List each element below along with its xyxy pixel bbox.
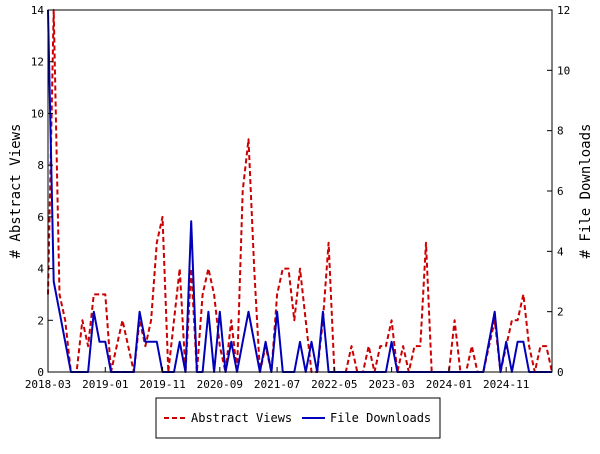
y-right-tick-label: 12 <box>557 4 570 17</box>
y-right-tick-label: 2 <box>557 306 564 319</box>
y-right-tick-label: 4 <box>557 245 564 258</box>
legend-label-file-downloads: File Downloads <box>330 411 431 425</box>
y-left-tick-label: 14 <box>31 4 45 17</box>
x-tick-label: 2019-11 <box>139 378 185 391</box>
x-tick-label: 2024-01 <box>426 378 472 391</box>
y-left-tick-label: 2 <box>37 314 44 327</box>
series-line-abstract-views <box>47 9 553 373</box>
y-right-tick-label: 8 <box>557 125 564 138</box>
y-left-tick-label: 0 <box>37 366 44 379</box>
y-right-tick-label: 0 <box>557 366 564 379</box>
x-tick-label: 2020-09 <box>197 378 243 391</box>
x-tick-label: 2024-11 <box>483 378 529 391</box>
y-left-tick-label: 6 <box>37 211 44 224</box>
x-tick-label: 2018-03 <box>25 378 71 391</box>
y-left-tick-label: 12 <box>31 56 44 69</box>
x-tick-label: 2019-01 <box>82 378 128 391</box>
y-left-tick-label: 8 <box>37 159 44 172</box>
x-tick-label: 2021-07 <box>254 378 300 391</box>
x-tick-label: 2023-03 <box>368 378 414 391</box>
legend-box <box>155 397 441 439</box>
y-left-tick-label: 4 <box>37 263 44 276</box>
y-axis-left-label: # Abstract Views <box>8 124 24 259</box>
legend: Abstract Views File Downloads <box>155 397 441 439</box>
x-tick-label: 2022-05 <box>311 378 357 391</box>
ticks-layer: 0 2 4 6 8 10 12 14 0 2 4 6 8 10 12 2018-03 2019-01 2019-1… <box>25 4 570 391</box>
legend-label-abstract-views: Abstract Views <box>191 411 292 425</box>
y-right-tick-label: 10 <box>557 64 570 77</box>
y-axis-right-label: # File Downloads <box>578 124 594 259</box>
y-right-tick-label: 6 <box>557 185 564 198</box>
y-left-tick-label: 10 <box>31 107 44 120</box>
